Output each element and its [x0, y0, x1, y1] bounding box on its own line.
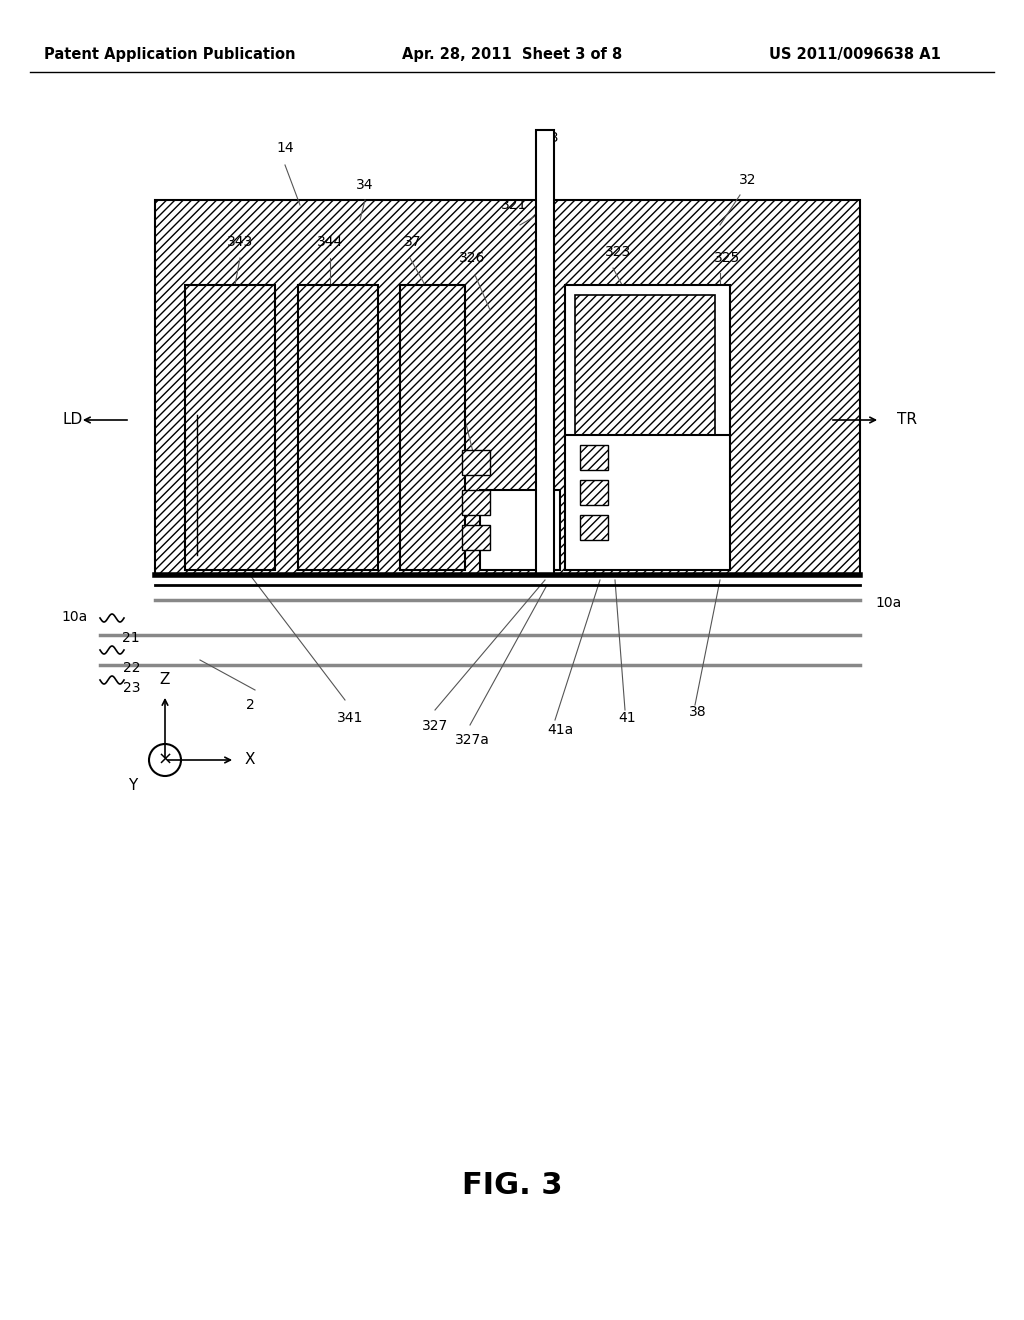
Bar	[185, 285, 275, 570]
Text: 38: 38	[689, 705, 707, 719]
Text: 22: 22	[123, 661, 140, 675]
Text: 10a: 10a	[61, 610, 88, 624]
Text: 343: 343	[227, 235, 253, 249]
Text: 325: 325	[714, 251, 740, 265]
Bar	[462, 490, 490, 515]
Text: Apr. 28, 2011  Sheet 3 of 8: Apr. 28, 2011 Sheet 3 of 8	[401, 48, 623, 62]
Bar	[580, 445, 608, 470]
Text: 323: 323	[605, 246, 631, 259]
Text: 41a: 41a	[547, 723, 573, 737]
Text: Z: Z	[160, 672, 170, 688]
Text: 23: 23	[123, 681, 140, 696]
Bar	[400, 285, 465, 570]
Bar	[480, 490, 560, 570]
Text: 327: 327	[422, 719, 449, 733]
Text: 10a: 10a	[874, 597, 901, 610]
Text: 2: 2	[246, 698, 254, 711]
Text: FIG. 3: FIG. 3	[462, 1171, 562, 1200]
Text: 321: 321	[501, 198, 527, 213]
Text: TR: TR	[897, 412, 918, 428]
Text: LD: LD	[62, 412, 82, 428]
Text: 21: 21	[123, 631, 140, 645]
Bar	[565, 285, 730, 570]
Text: ×: ×	[158, 751, 173, 770]
Text: 43: 43	[542, 131, 559, 145]
Text: 34: 34	[356, 178, 374, 191]
Bar	[575, 294, 715, 436]
Text: X: X	[245, 752, 255, 767]
Bar	[536, 129, 554, 576]
Text: 32: 32	[739, 173, 757, 187]
Text: Y: Y	[128, 777, 137, 792]
Text: 14: 14	[276, 141, 294, 154]
Text: 341: 341	[337, 711, 364, 725]
Bar	[155, 201, 860, 576]
Bar	[580, 480, 608, 506]
Text: 327a: 327a	[455, 733, 489, 747]
Bar	[462, 525, 490, 550]
Bar	[298, 285, 378, 570]
Text: 344: 344	[316, 235, 343, 249]
Text: Patent Application Publication: Patent Application Publication	[44, 48, 296, 62]
Text: 326: 326	[459, 251, 485, 265]
Text: 329: 329	[437, 352, 463, 367]
Bar	[580, 515, 608, 540]
Text: US 2011/0096638 A1: US 2011/0096638 A1	[769, 48, 941, 62]
Text: 37: 37	[404, 235, 422, 249]
Text: 41: 41	[618, 711, 636, 725]
Bar	[462, 450, 490, 475]
